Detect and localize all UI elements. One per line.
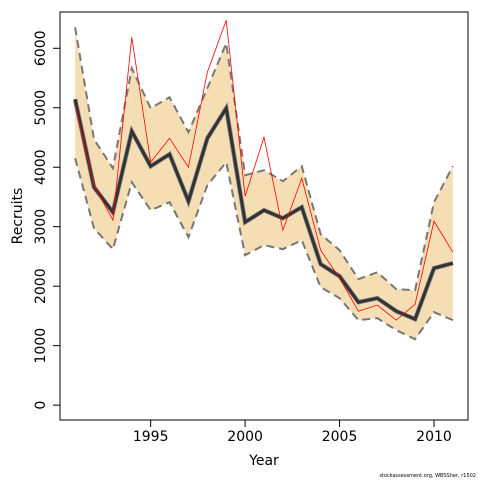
y-tick-label: 3000	[33, 209, 49, 245]
y-tick-label: 0	[33, 401, 49, 410]
y-tick-label: 2000	[33, 268, 49, 304]
x-tick-label: 2000	[227, 429, 263, 445]
x-tick-label: 2005	[322, 429, 358, 445]
footnote: stockassessment.org, WBSSher, r1502	[379, 473, 476, 479]
x-tick-label: 2010	[416, 429, 452, 445]
y-tick-label: 6000	[33, 30, 49, 66]
band-lower	[74, 157, 454, 341]
x-axis-label: Year	[248, 453, 279, 469]
series-line	[73, 98, 454, 322]
y-tick-label: 5000	[33, 90, 49, 126]
y-tick-label: 1000	[33, 328, 49, 364]
y-axis-label: Recruits	[10, 188, 26, 245]
x-tick-label: 1995	[133, 429, 169, 445]
y-tick-label: 4000	[33, 149, 49, 185]
confidence-band	[75, 27, 453, 340]
series-line	[74, 20, 454, 321]
plot-frame	[59, 11, 469, 421]
